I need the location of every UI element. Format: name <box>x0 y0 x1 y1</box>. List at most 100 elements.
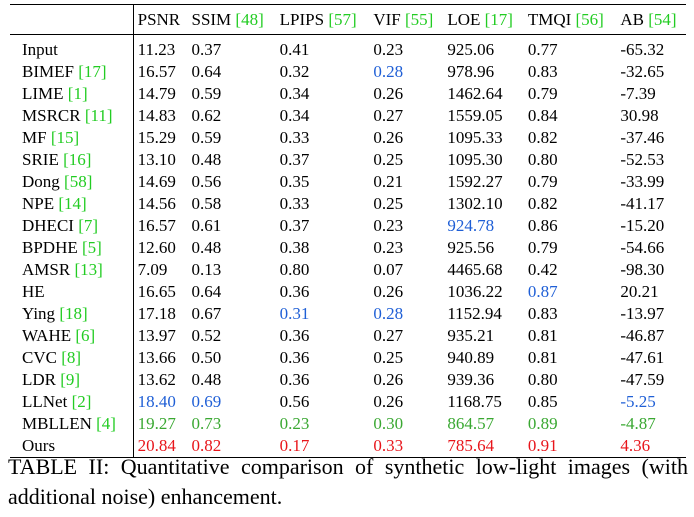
method-citation[interactable]: [6] <box>75 326 96 345</box>
method-citation[interactable]: [13] <box>74 260 103 279</box>
value-cell-ab: 30.98 <box>620 106 659 125</box>
value-cell-ab: -47.61 <box>620 348 665 367</box>
results-table: PSNR SSIM [48] LPIPS [57] VIF [55] LOE [17] T… <box>10 4 686 458</box>
value-cell-psnr: 13.10 <box>137 150 176 169</box>
value-cell-vif: 0.26 <box>373 128 404 147</box>
method-citation[interactable]: [1] <box>67 84 88 103</box>
method-citation[interactable]: [5] <box>81 238 102 257</box>
value-cell-lpips: 0.34 <box>279 106 310 125</box>
value-cell-vif: 0.26 <box>373 282 404 301</box>
value-cell-ssim: 0.48 <box>191 238 222 257</box>
method-citation[interactable]: [11] <box>84 106 113 125</box>
method-name: Ours <box>22 436 56 455</box>
header-citation[interactable]: [48] <box>235 9 264 29</box>
value-cell-lpips: 0.36 <box>279 326 310 345</box>
value-cell-lpips: 0.37 <box>279 150 310 169</box>
value-cell-vif: 0.26 <box>373 84 404 103</box>
method-cell: MF [15] <box>10 127 134 149</box>
method-citation[interactable]: [9] <box>60 370 81 389</box>
value-cell-loe: 925.06 <box>447 40 495 59</box>
header-label: LOE <box>447 9 481 29</box>
method-citation[interactable]: [18] <box>59 304 88 323</box>
header-label: VIF <box>373 9 401 29</box>
table-row: AMSR [13] 7.09 0.13 0.80 0.07 4465.68 0.42 -98.… <box>10 259 686 281</box>
method-cell: CVC [8] <box>10 347 134 369</box>
value-cell-lpips: 0.31 <box>279 304 310 323</box>
value-cell-vif: 0.33 <box>369 435 444 458</box>
value-cell-lpips: 0.38 <box>279 238 310 257</box>
method-cell: BPDHE [5] <box>10 237 134 259</box>
method-citation[interactable]: [4] <box>96 414 116 433</box>
method-citation[interactable]: [58] <box>64 172 93 191</box>
value-cell-tmqi: 0.82 <box>527 194 558 213</box>
value-cell-psnr: 13.62 <box>137 370 176 389</box>
header-lpips: LPIPS [57] <box>275 4 370 35</box>
value-cell-loe: 1302.10 <box>447 194 503 213</box>
method-citation[interactable]: [17] <box>78 62 107 81</box>
method-name: MBLLEN <box>22 414 92 433</box>
value-cell-psnr: 18.40 <box>137 392 176 411</box>
method-citation[interactable]: [16] <box>63 150 92 169</box>
value-cell-loe: 935.21 <box>447 326 495 345</box>
method-cell: HE <box>10 281 134 303</box>
method-citation[interactable]: [8] <box>61 348 82 367</box>
method-cell: AMSR [13] <box>10 259 134 281</box>
header-label: SSIM <box>191 9 232 29</box>
value-cell-ssim: 0.13 <box>191 260 222 279</box>
value-cell-lpips: 0.33 <box>279 128 310 147</box>
value-cell-tmqi: 0.87 <box>527 282 558 301</box>
value-cell-ssim: 0.73 <box>191 414 222 433</box>
method-citation[interactable]: [2] <box>71 392 92 411</box>
value-cell-loe: 1095.33 <box>447 128 503 147</box>
method-name: Dong <box>22 172 60 191</box>
value-cell-tmqi: 0.89 <box>527 414 558 433</box>
value-cell-loe: 1152.94 <box>447 304 502 323</box>
value-cell-tmqi: 0.81 <box>527 326 558 345</box>
value-cell-ab: -15.20 <box>620 216 665 235</box>
method-citation[interactable]: [14] <box>58 194 87 213</box>
table-body: Input 11.23 0.37 0.41 0.23 925.06 0.77 -65.32 BI… <box>10 34 686 458</box>
method-cell: Dong [58] <box>10 171 134 193</box>
value-cell-lpips: 0.23 <box>279 414 310 433</box>
method-name: MSRCR <box>22 106 81 125</box>
method-cell: WAHE [6] <box>10 325 134 347</box>
value-cell-ab: -54.66 <box>620 238 665 257</box>
value-cell-ssim: 0.50 <box>191 348 222 367</box>
value-cell-vif: 0.28 <box>373 304 404 323</box>
table-row: MSRCR [11] 14.83 0.62 0.34 0.27 1559.05 0.84 30… <box>10 105 686 127</box>
method-cell: LIME [1] <box>10 83 134 105</box>
value-cell-psnr: 11.23 <box>137 40 176 59</box>
value-cell-lpips: 0.17 <box>275 435 370 458</box>
value-cell-ssim: 0.48 <box>191 370 222 389</box>
value-cell-vif: 0.23 <box>373 216 404 235</box>
value-cell-vif: 0.21 <box>373 172 404 191</box>
method-cell: MBLLEN [4] <box>10 413 134 435</box>
header-citation[interactable]: [57] <box>328 9 357 29</box>
value-cell-psnr: 14.83 <box>137 106 176 125</box>
header-citation[interactable]: [56] <box>575 9 604 29</box>
table-row: SRIE [16] 13.10 0.48 0.37 0.25 1095.30 0.80 -52… <box>10 149 686 171</box>
value-cell-ab: 20.21 <box>620 282 659 301</box>
header-citation[interactable]: [17] <box>484 9 513 29</box>
value-cell-psnr: 15.29 <box>137 128 176 147</box>
method-name: HE <box>22 282 45 301</box>
value-cell-lpips: 0.80 <box>279 260 310 279</box>
value-cell-ssim: 0.56 <box>191 172 222 191</box>
value-cell-lpips: 0.35 <box>279 172 310 191</box>
header-citation[interactable]: [54] <box>648 9 677 29</box>
value-cell-vif: 0.28 <box>373 62 404 81</box>
value-cell-ab: -4.87 <box>620 414 656 433</box>
header-method-cell <box>10 4 134 35</box>
method-citation[interactable]: [7] <box>78 216 99 235</box>
value-cell-loe: 864.57 <box>447 414 495 433</box>
header-label: TMQI <box>527 9 572 29</box>
value-cell-ab: -7.39 <box>620 84 656 103</box>
method-cell: Ours <box>10 435 134 458</box>
value-cell-ab: -65.32 <box>620 40 665 59</box>
method-citation[interactable]: [15] <box>50 128 80 147</box>
table-row: CVC [8] 13.66 0.50 0.36 0.25 940.89 0.81 -47.61 <box>10 347 686 369</box>
header-citation[interactable]: [55] <box>404 9 434 29</box>
value-cell-ab: -33.99 <box>620 172 665 191</box>
value-cell-ssim: 0.67 <box>191 304 222 323</box>
value-cell-tmqi: 0.80 <box>527 370 558 389</box>
